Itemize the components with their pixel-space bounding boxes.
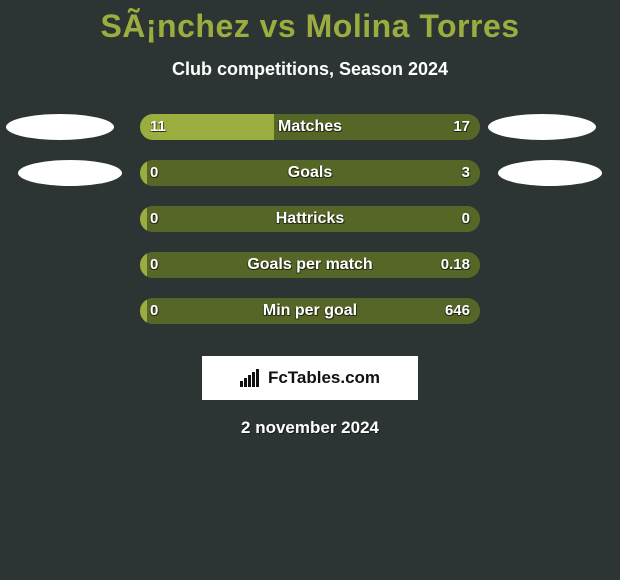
card-title: SÃ¡nchez vs Molina Torres <box>0 0 620 45</box>
bar-left-fill <box>140 298 147 324</box>
stat-row: 1117Matches <box>0 114 620 160</box>
stat-bar <box>140 252 480 278</box>
stat-row: 0646Min per goal <box>0 298 620 344</box>
bar-right-fill <box>147 298 480 324</box>
stat-value-left: 0 <box>150 252 158 278</box>
stat-bar <box>140 114 480 140</box>
stat-bar <box>140 298 480 324</box>
attribution-text: FcTables.com <box>268 368 380 388</box>
comparison-card: SÃ¡nchez vs Molina Torres Club competiti… <box>0 0 620 580</box>
player-oval <box>18 160 122 186</box>
stat-value-left: 0 <box>150 160 158 186</box>
stat-row: 00Hattricks <box>0 206 620 252</box>
card-date: 2 november 2024 <box>0 418 620 438</box>
stat-value-right: 3 <box>462 160 470 186</box>
bar-left-fill <box>140 206 147 232</box>
bar-right-fill <box>147 160 480 186</box>
stat-bar <box>140 206 480 232</box>
bar-right-fill <box>274 114 480 140</box>
bar-right-fill <box>147 206 480 232</box>
bar-right-fill <box>147 252 480 278</box>
stat-value-right: 0.18 <box>441 252 470 278</box>
stat-value-right: 0 <box>462 206 470 232</box>
stat-value-right: 17 <box>453 114 470 140</box>
stat-value-right: 646 <box>445 298 470 324</box>
stats-container: 1117Matches03Goals00Hattricks00.18Goals … <box>0 114 620 344</box>
stat-bar <box>140 160 480 186</box>
stat-row: 00.18Goals per match <box>0 252 620 298</box>
card-subtitle: Club competitions, Season 2024 <box>0 59 620 80</box>
player-oval <box>488 114 596 140</box>
stat-row: 03Goals <box>0 160 620 206</box>
bar-left-fill <box>140 160 147 186</box>
stat-value-left: 0 <box>150 206 158 232</box>
attribution-badge: FcTables.com <box>202 356 418 400</box>
player-oval <box>6 114 114 140</box>
player-oval <box>498 160 602 186</box>
stat-value-left: 11 <box>150 114 166 140</box>
bar-left-fill <box>140 252 147 278</box>
bars-icon <box>240 369 262 387</box>
stat-value-left: 0 <box>150 298 158 324</box>
